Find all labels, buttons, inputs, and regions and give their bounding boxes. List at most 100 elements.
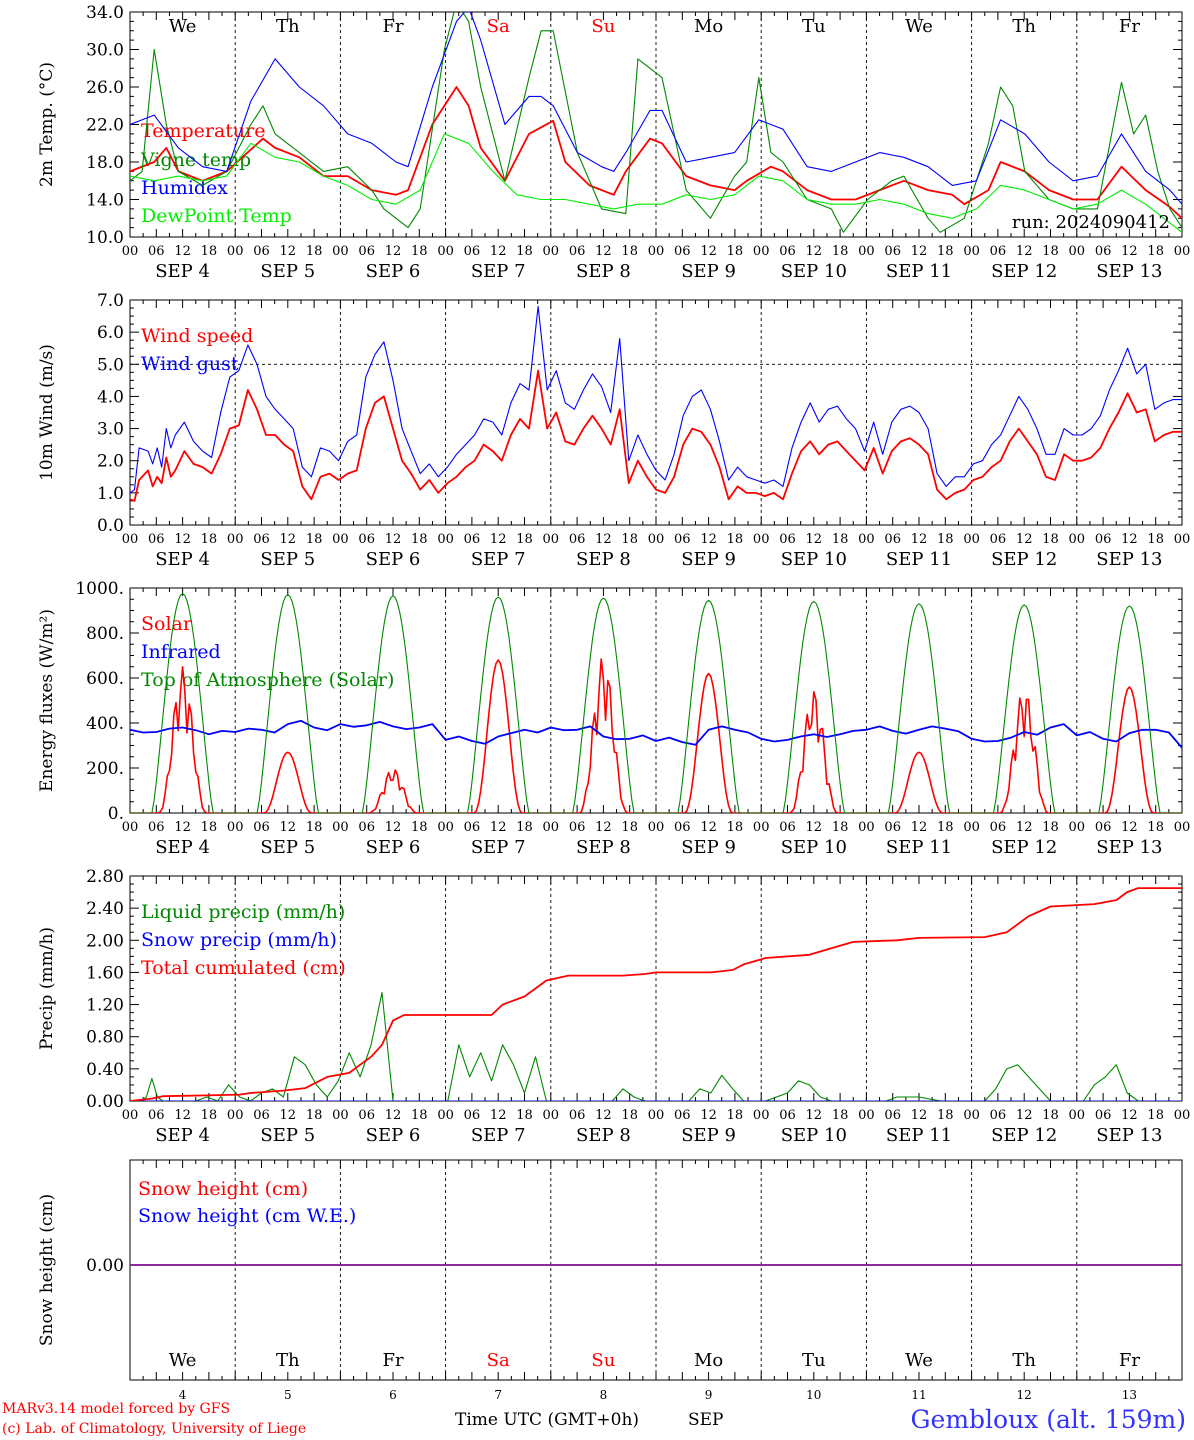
y-tick-label: 14.0 — [86, 191, 124, 211]
series-dewpoint-temp — [130, 133, 1182, 233]
hour-tick-label: 18 — [201, 1108, 218, 1123]
hour-tick-label: 12 — [1121, 1108, 1138, 1123]
legend-snow-precip-mm-h: Snow precip (mm/h) — [141, 929, 337, 951]
weekday-label: We — [905, 16, 933, 37]
hour-tick-label: 12 — [700, 1108, 717, 1123]
hour-tick-label: 18 — [411, 532, 428, 547]
hour-tick-label: 12 — [1121, 820, 1138, 835]
hour-tick-label: 06 — [884, 820, 901, 835]
hour-tick-label: 18 — [832, 1108, 849, 1123]
hour-tick-label: 18 — [621, 820, 638, 835]
hour-tick-label: 18 — [727, 820, 744, 835]
hour-tick-label: 18 — [411, 1108, 428, 1123]
day-number-label: 4 — [179, 1388, 187, 1402]
hour-tick-label: 06 — [464, 1108, 481, 1123]
hour-tick-label: 18 — [1147, 244, 1164, 259]
hour-tick-label: 00 — [122, 820, 139, 835]
day-number-label: 10 — [806, 1388, 821, 1402]
y-tick-label: 4.0 — [97, 387, 124, 407]
date-label: SEP 5 — [260, 549, 315, 570]
hour-tick-label: 12 — [490, 244, 507, 259]
day-number-label: 9 — [705, 1388, 713, 1402]
y-axis-label: 10m Wind (m/s) — [37, 344, 57, 481]
hour-tick-label: 00 — [1174, 244, 1191, 259]
hour-tick-label: 12 — [1016, 820, 1033, 835]
hour-tick-label: 00 — [332, 820, 349, 835]
hour-tick-label: 18 — [832, 244, 849, 259]
weekday-label: Mo — [694, 1350, 723, 1371]
hour-tick-label: 00 — [648, 1108, 665, 1123]
y-tick-label: 0.80 — [86, 1028, 124, 1048]
series-total-cumulated-cm — [130, 887, 1182, 1101]
y-tick-label: 0.00 — [86, 1256, 124, 1276]
hour-tick-label: 18 — [1147, 820, 1164, 835]
series-vigne-temp — [130, 12, 1182, 233]
hour-tick-label: 00 — [122, 532, 139, 547]
y-tick-label: 26.0 — [86, 78, 124, 98]
hour-tick-label: 00 — [543, 532, 560, 547]
legend-dewpoint-temp: DewPoint Temp — [141, 205, 292, 227]
hour-tick-label: 06 — [1095, 532, 1112, 547]
y-tick-label: 18.0 — [86, 153, 124, 173]
legend-infrared: Infrared — [141, 641, 221, 663]
hour-tick-label: 12 — [1016, 244, 1033, 259]
weekday-label: Sa — [487, 16, 510, 37]
legend-humidex: Humidex — [141, 177, 228, 199]
hour-tick-label: 00 — [858, 532, 875, 547]
legend-wind-gust: Wind gust — [141, 353, 239, 375]
hour-tick-label: 00 — [858, 244, 875, 259]
y-axis-label: 2m Temp. (°C) — [37, 62, 57, 187]
legend-total-cumulated-cm: Total cumulated (cm) — [141, 957, 346, 979]
hour-tick-label: 12 — [280, 1108, 297, 1123]
hour-tick-label: 12 — [911, 244, 928, 259]
y-tick-label: 22.0 — [86, 116, 124, 136]
hour-tick-label: 00 — [437, 532, 454, 547]
legend-wind-speed: Wind speed — [141, 325, 253, 347]
hour-tick-label: 12 — [174, 532, 191, 547]
y-tick-label: 1000. — [75, 579, 124, 599]
date-label: SEP 11 — [886, 261, 952, 282]
location-label: Gembloux (alt. 159m) — [911, 1405, 1186, 1434]
date-label: SEP 10 — [781, 549, 847, 570]
hour-tick-label: 18 — [832, 532, 849, 547]
hour-tick-label: 00 — [648, 820, 665, 835]
series-solar — [130, 658, 1182, 813]
y-tick-label: 400. — [86, 714, 124, 734]
date-label: SEP 4 — [155, 549, 210, 570]
date-label: SEP 13 — [1096, 837, 1162, 858]
hour-tick-label: 00 — [648, 532, 665, 547]
hour-tick-label: 00 — [437, 820, 454, 835]
hour-tick-label: 12 — [280, 244, 297, 259]
panel-frame — [129, 587, 1183, 814]
weekday-label: We — [169, 1350, 197, 1371]
series-top-of-atmosphere-solar — [130, 593, 1182, 813]
hour-tick-label: 06 — [990, 1108, 1007, 1123]
y-tick-label: 0.40 — [86, 1060, 124, 1080]
hour-tick-label: 12 — [595, 1108, 612, 1123]
hour-tick-label: 18 — [937, 244, 954, 259]
hour-tick-label: 18 — [937, 532, 954, 547]
hour-tick-label: 06 — [779, 244, 796, 259]
hour-tick-label: 00 — [963, 1108, 980, 1123]
y-axis-label: Snow height (cm) — [37, 1194, 57, 1346]
hour-tick-label: 06 — [674, 244, 691, 259]
day-number-label: 7 — [494, 1388, 502, 1402]
hour-tick-label: 12 — [806, 532, 823, 547]
hour-tick-label: 12 — [806, 244, 823, 259]
day-number-label: 8 — [600, 1388, 608, 1402]
hour-tick-label: 18 — [516, 244, 533, 259]
y-tick-label: 10.0 — [86, 228, 124, 248]
hour-tick-label: 12 — [385, 1108, 402, 1123]
day-number-label: 5 — [284, 1388, 292, 1402]
date-label: SEP 8 — [576, 549, 631, 570]
x-axis-label: Time UTC (GMT+0h) — [455, 1410, 639, 1430]
weekday-label: Tu — [802, 16, 826, 37]
hour-tick-label: 12 — [1121, 244, 1138, 259]
date-label: SEP 8 — [576, 837, 631, 858]
hour-tick-label: 00 — [1174, 1108, 1191, 1123]
hour-tick-label: 12 — [911, 532, 928, 547]
legend-vigne-temp: Vigne temp — [140, 149, 251, 171]
hour-tick-label: 06 — [464, 532, 481, 547]
date-label: SEP 4 — [155, 1125, 210, 1146]
y-tick-label: 2.80 — [86, 867, 124, 887]
